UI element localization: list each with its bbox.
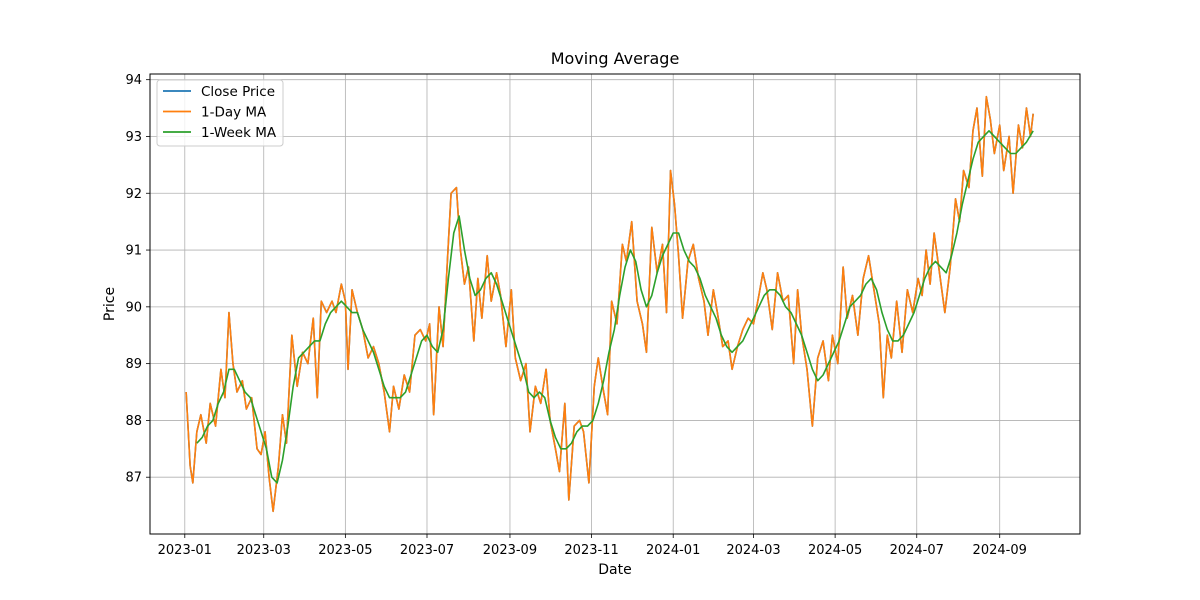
x-tick-label: 2024-07 [890,543,944,558]
y-tick-label: 87 [125,471,142,486]
legend: Close Price 1-Day MA 1-Week MA [156,79,284,147]
y-axis-label: Price [102,287,118,321]
y-tick-label: 89 [125,357,142,372]
x-axis-ticks: 2023-01 2023-03 2023-05 2023-07 2023-09 2023-… [158,534,1027,558]
x-tick-label: 2023-09 [483,543,537,558]
x-axis-label: Date [598,562,631,578]
y-tick-label: 88 [125,414,142,429]
legend-label-close-price: Close Price [201,84,275,100]
y-axis-ticks: 87 88 89 90 91 92 93 94 [125,73,150,486]
y-tick-label: 93 [125,130,142,145]
x-tick-label: 2024-05 [808,543,862,558]
x-tick-label: 2023-05 [318,543,372,558]
y-tick-label: 94 [125,73,142,88]
series-line-1-week-ma [196,129,1034,484]
chart-title: Moving Average [551,49,680,68]
x-tick-label: 2024-01 [646,543,700,558]
x-tick-label: 2023-01 [158,543,212,558]
y-tick-label: 92 [125,187,142,202]
x-tick-label: 2023-03 [237,543,291,558]
y-tick-label: 91 [125,244,142,259]
x-tick-label: 2023-07 [400,543,454,558]
series-group [185,95,1034,513]
series-line-1-day-ma [185,95,1034,513]
x-tick-label: 2023-11 [564,543,618,558]
x-tick-label: 2024-03 [726,543,780,558]
plot-frame [149,73,1081,535]
legend-label-1-week-ma: 1-Week MA [201,125,277,141]
legend-box [156,79,284,147]
x-tick-label: 2024-09 [973,543,1027,558]
legend-label-1-day-ma: 1-Day MA [201,105,267,121]
y-tick-label: 90 [125,300,142,315]
